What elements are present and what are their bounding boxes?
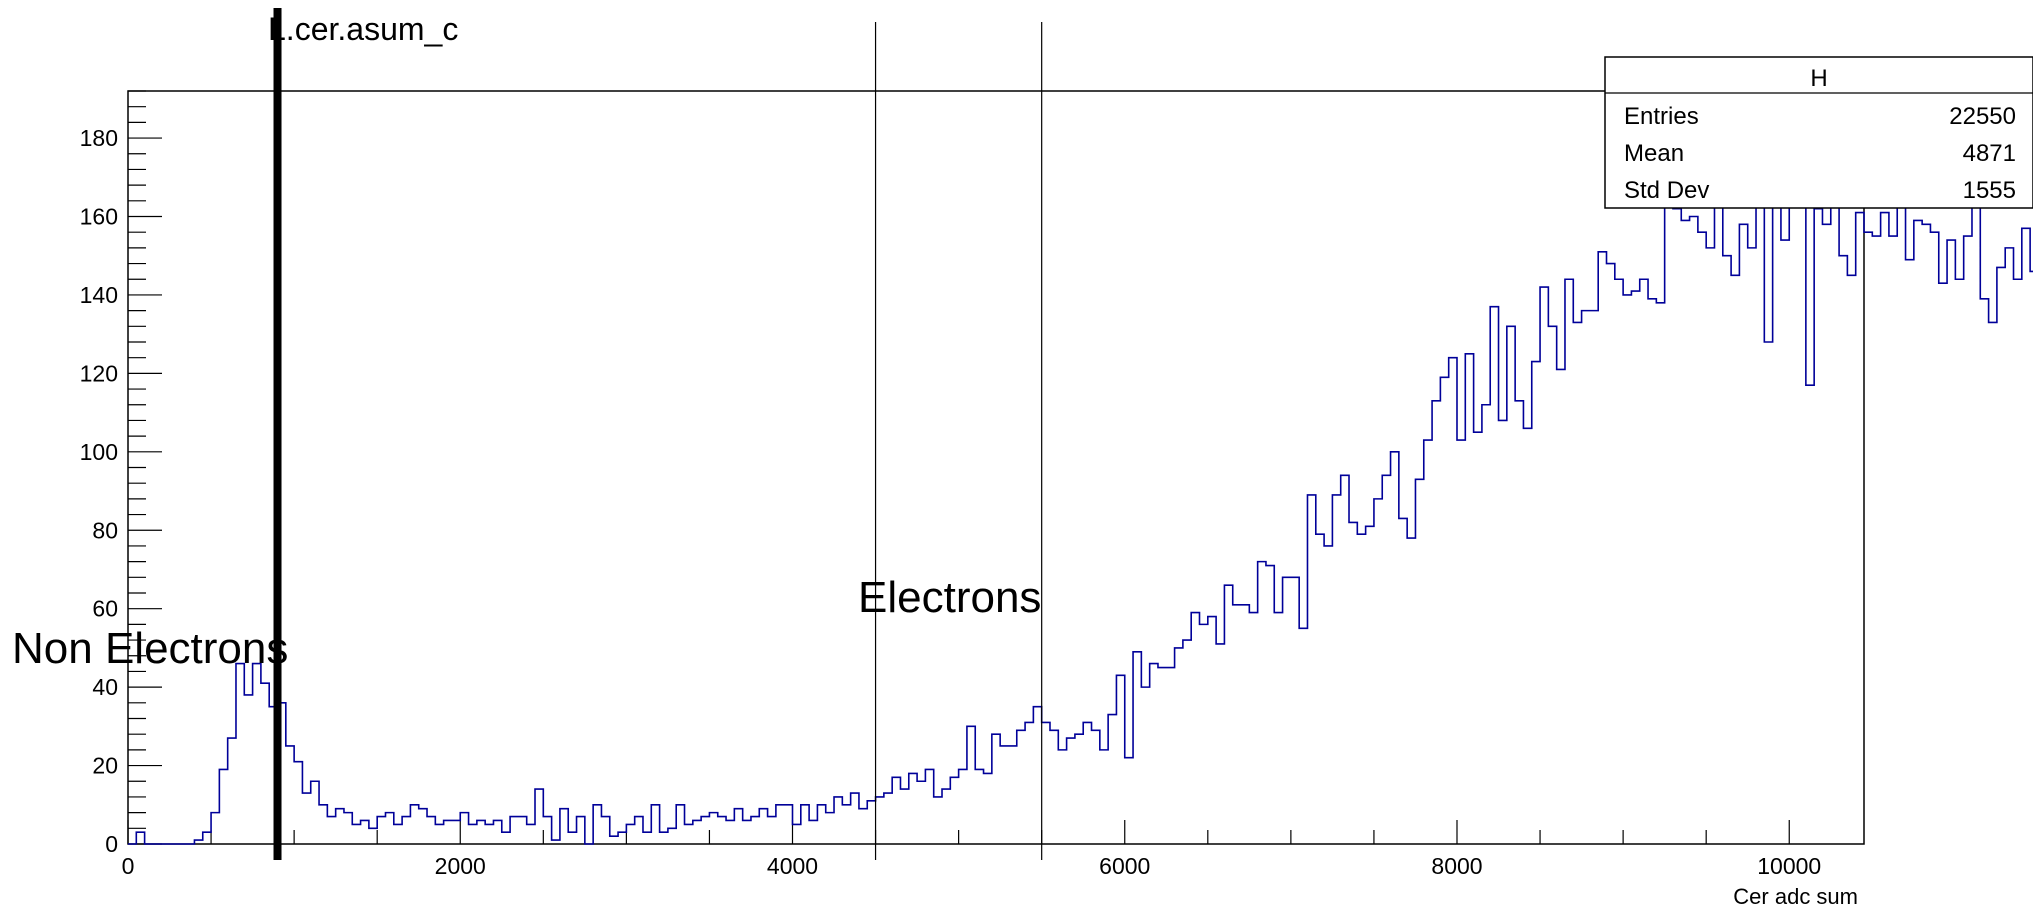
cut-markers (273, 8, 1043, 860)
x-tick-label: 8000 (1431, 853, 1482, 879)
stats-mean-label: Mean (1624, 140, 1684, 167)
y-axis: 0 20 40 60 80 100 120 140 160 180 (80, 90, 162, 857)
x-tick-label: 6000 (1099, 853, 1150, 879)
plot-frame (127, 90, 1865, 845)
histogram-series (128, 117, 2033, 845)
y-tick-label: 160 (80, 204, 118, 230)
x-tick-label: 4000 (767, 853, 818, 879)
y-tick-label: 0 (105, 831, 118, 857)
y-tick-label: 120 (80, 360, 118, 386)
stats-box-frame (1604, 56, 2033, 209)
non-electrons-annotation: Non Electrons (12, 624, 288, 673)
y-tick-label: 100 (80, 439, 118, 465)
x-axis-title: Cer adc sum (1733, 884, 1858, 909)
y-tick-label: 140 (80, 282, 118, 308)
y-tick-label: 20 (92, 753, 118, 779)
stats-mean-value: 4871 (1963, 140, 2016, 167)
stats-stddev-value: 1555 (1963, 177, 2016, 204)
y-tick-label: 180 (80, 125, 118, 151)
stats-stddev-label: Std Dev (1624, 177, 1709, 204)
x-tick-label: 2000 (435, 853, 486, 879)
y-tick-label: 40 (92, 674, 118, 700)
chart-title: L.cer.asum_c (268, 11, 458, 47)
electrons-annotation: Electrons (858, 573, 1041, 622)
stats-entries-label: Entries (1624, 103, 1699, 130)
stats-entries-value: 22550 (1949, 103, 2016, 130)
x-tick-label: 10000 (1757, 853, 1821, 879)
y-tick-label: 60 (92, 596, 118, 622)
x-axis: 0 2000 4000 6000 8000 10000 (122, 820, 1821, 879)
x-tick-label: 0 (122, 853, 135, 879)
y-tick-label: 80 (92, 517, 118, 543)
stats-box: H Entries 22550 Mean 4871 Std Dev 1555 (1604, 56, 2033, 209)
stats-box-title: H (1810, 65, 1827, 92)
